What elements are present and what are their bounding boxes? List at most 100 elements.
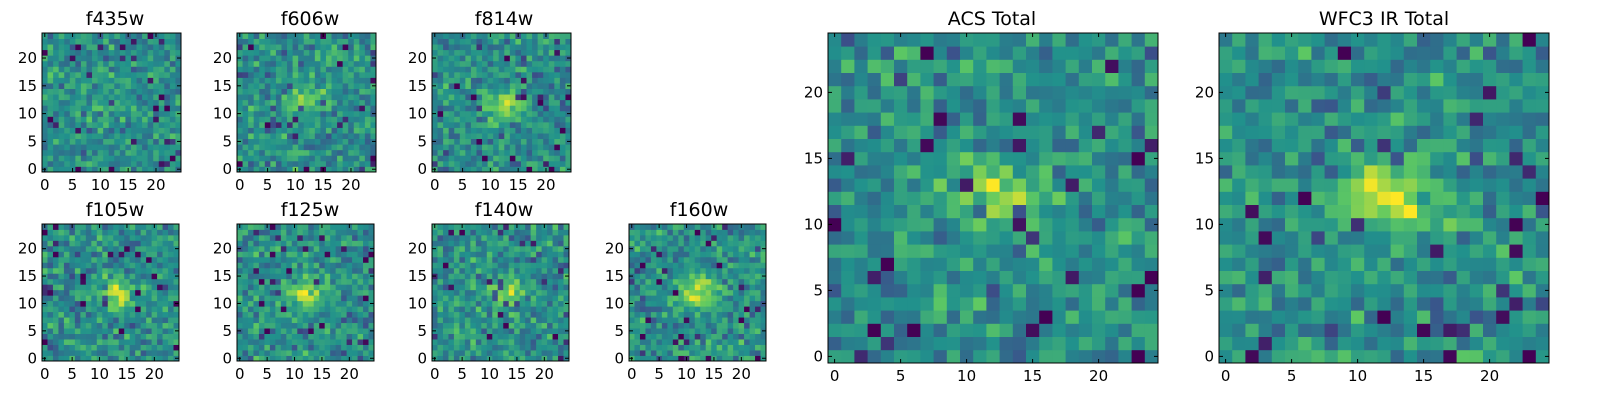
heatmap-cell xyxy=(722,311,729,318)
heatmap-cell xyxy=(661,300,668,307)
heatmap-cell xyxy=(1065,257,1080,271)
heatmap-cell xyxy=(103,160,110,167)
y-tick-label: 10 xyxy=(18,294,37,312)
heatmap-cell xyxy=(342,160,349,167)
heatmap-cell xyxy=(453,317,460,324)
heatmap-cell xyxy=(363,317,369,324)
heatmap-cell xyxy=(565,71,572,78)
heatmap-cell xyxy=(259,133,266,140)
heatmap-cell xyxy=(242,55,249,62)
heatmap-cell xyxy=(548,121,555,128)
heatmap-cell xyxy=(314,110,321,117)
heatmap-cell xyxy=(96,273,103,280)
heatmap-cell xyxy=(64,38,71,45)
heatmap-cell xyxy=(443,77,450,84)
heatmap-cell xyxy=(493,166,500,173)
heatmap-cell xyxy=(683,256,690,263)
heatmap-cell xyxy=(1052,349,1066,364)
heatmap-cell xyxy=(92,44,98,51)
heatmap-cell xyxy=(313,245,320,252)
heatmap-cell xyxy=(303,49,310,56)
heatmap-cell xyxy=(53,71,60,78)
heatmap-cell xyxy=(97,60,104,67)
heatmap-cell xyxy=(118,224,125,230)
heatmap-cell xyxy=(448,317,455,324)
x-tick-label: 15 xyxy=(507,365,526,383)
heatmap-cell xyxy=(563,289,570,296)
heatmap-cell xyxy=(80,256,87,263)
heatmap-cell xyxy=(661,234,668,241)
heatmap-cell xyxy=(309,121,316,128)
heatmap-cell xyxy=(169,99,176,106)
heatmap-cell xyxy=(52,306,59,313)
heatmap-cell xyxy=(672,289,679,296)
heatmap-cell xyxy=(114,71,121,78)
heatmap-cell xyxy=(946,310,961,324)
heatmap-cell xyxy=(464,333,471,340)
heatmap-cell xyxy=(129,328,136,334)
heatmap-cell xyxy=(281,83,288,89)
heatmap-cell xyxy=(841,297,855,311)
heatmap-cell xyxy=(247,267,254,274)
heatmap-cell xyxy=(91,328,98,334)
heatmap-cell xyxy=(481,328,488,334)
heatmap-cell xyxy=(656,317,663,324)
heatmap-cell xyxy=(563,262,570,269)
heatmap-cell xyxy=(650,322,657,329)
heatmap-cell xyxy=(291,339,298,345)
heatmap-cell xyxy=(504,144,511,151)
heatmap-cell xyxy=(140,339,147,345)
heatmap-cell xyxy=(151,267,158,274)
heatmap-cell xyxy=(1039,165,1053,179)
heatmap-cell xyxy=(370,155,377,162)
heatmap-cell xyxy=(103,110,110,117)
heatmap-cell xyxy=(554,121,561,128)
heatmap-cell xyxy=(269,278,276,285)
heatmap-cell xyxy=(672,224,679,230)
heatmap-cell xyxy=(58,133,65,140)
heatmap-cell xyxy=(504,138,511,145)
heatmap-cell xyxy=(80,295,87,302)
heatmap-cell xyxy=(364,110,371,117)
heatmap-cell xyxy=(341,251,347,258)
heatmap-cell xyxy=(672,328,679,334)
heatmap-cell xyxy=(80,306,87,313)
heatmap-cell xyxy=(437,328,444,334)
heatmap-cell xyxy=(114,116,121,123)
heatmap-cell xyxy=(314,55,321,62)
heatmap-cell xyxy=(514,344,521,351)
heatmap-cell xyxy=(286,322,293,329)
x-tick-label: 0 xyxy=(235,365,245,383)
heatmap-cell xyxy=(432,94,438,101)
heatmap-cell xyxy=(269,267,276,274)
heatmap-cell xyxy=(103,99,110,106)
heatmap-cell xyxy=(543,121,550,128)
heatmap-cell xyxy=(242,149,249,156)
heatmap-cell xyxy=(119,160,126,167)
heatmap-cell xyxy=(526,110,533,117)
heatmap-cell xyxy=(264,300,271,307)
heatmap-cell xyxy=(96,251,103,258)
heatmap-cell xyxy=(841,204,855,219)
heatmap-cell xyxy=(705,256,712,263)
heatmap-cell xyxy=(309,99,316,106)
heatmap-cell xyxy=(342,49,349,56)
heatmap-cell xyxy=(459,273,466,280)
heatmap-cell xyxy=(129,355,136,362)
heatmap-cell xyxy=(346,240,353,247)
heatmap-cell xyxy=(548,138,555,145)
heatmap-cell xyxy=(302,245,309,252)
heatmap-cell xyxy=(667,278,674,285)
heatmap-cell xyxy=(86,49,93,56)
heatmap-cell xyxy=(325,44,332,51)
heatmap-cell xyxy=(342,38,349,45)
heatmap-cell xyxy=(247,278,254,285)
heatmap-cell xyxy=(92,127,98,134)
heatmap-cell xyxy=(509,38,516,45)
heatmap-cell xyxy=(442,229,449,236)
heatmap-cell xyxy=(437,339,444,345)
heatmap-cell xyxy=(140,328,147,334)
heatmap-cell xyxy=(487,71,494,78)
heatmap-cell xyxy=(459,144,466,151)
heatmap-cell xyxy=(357,344,364,351)
